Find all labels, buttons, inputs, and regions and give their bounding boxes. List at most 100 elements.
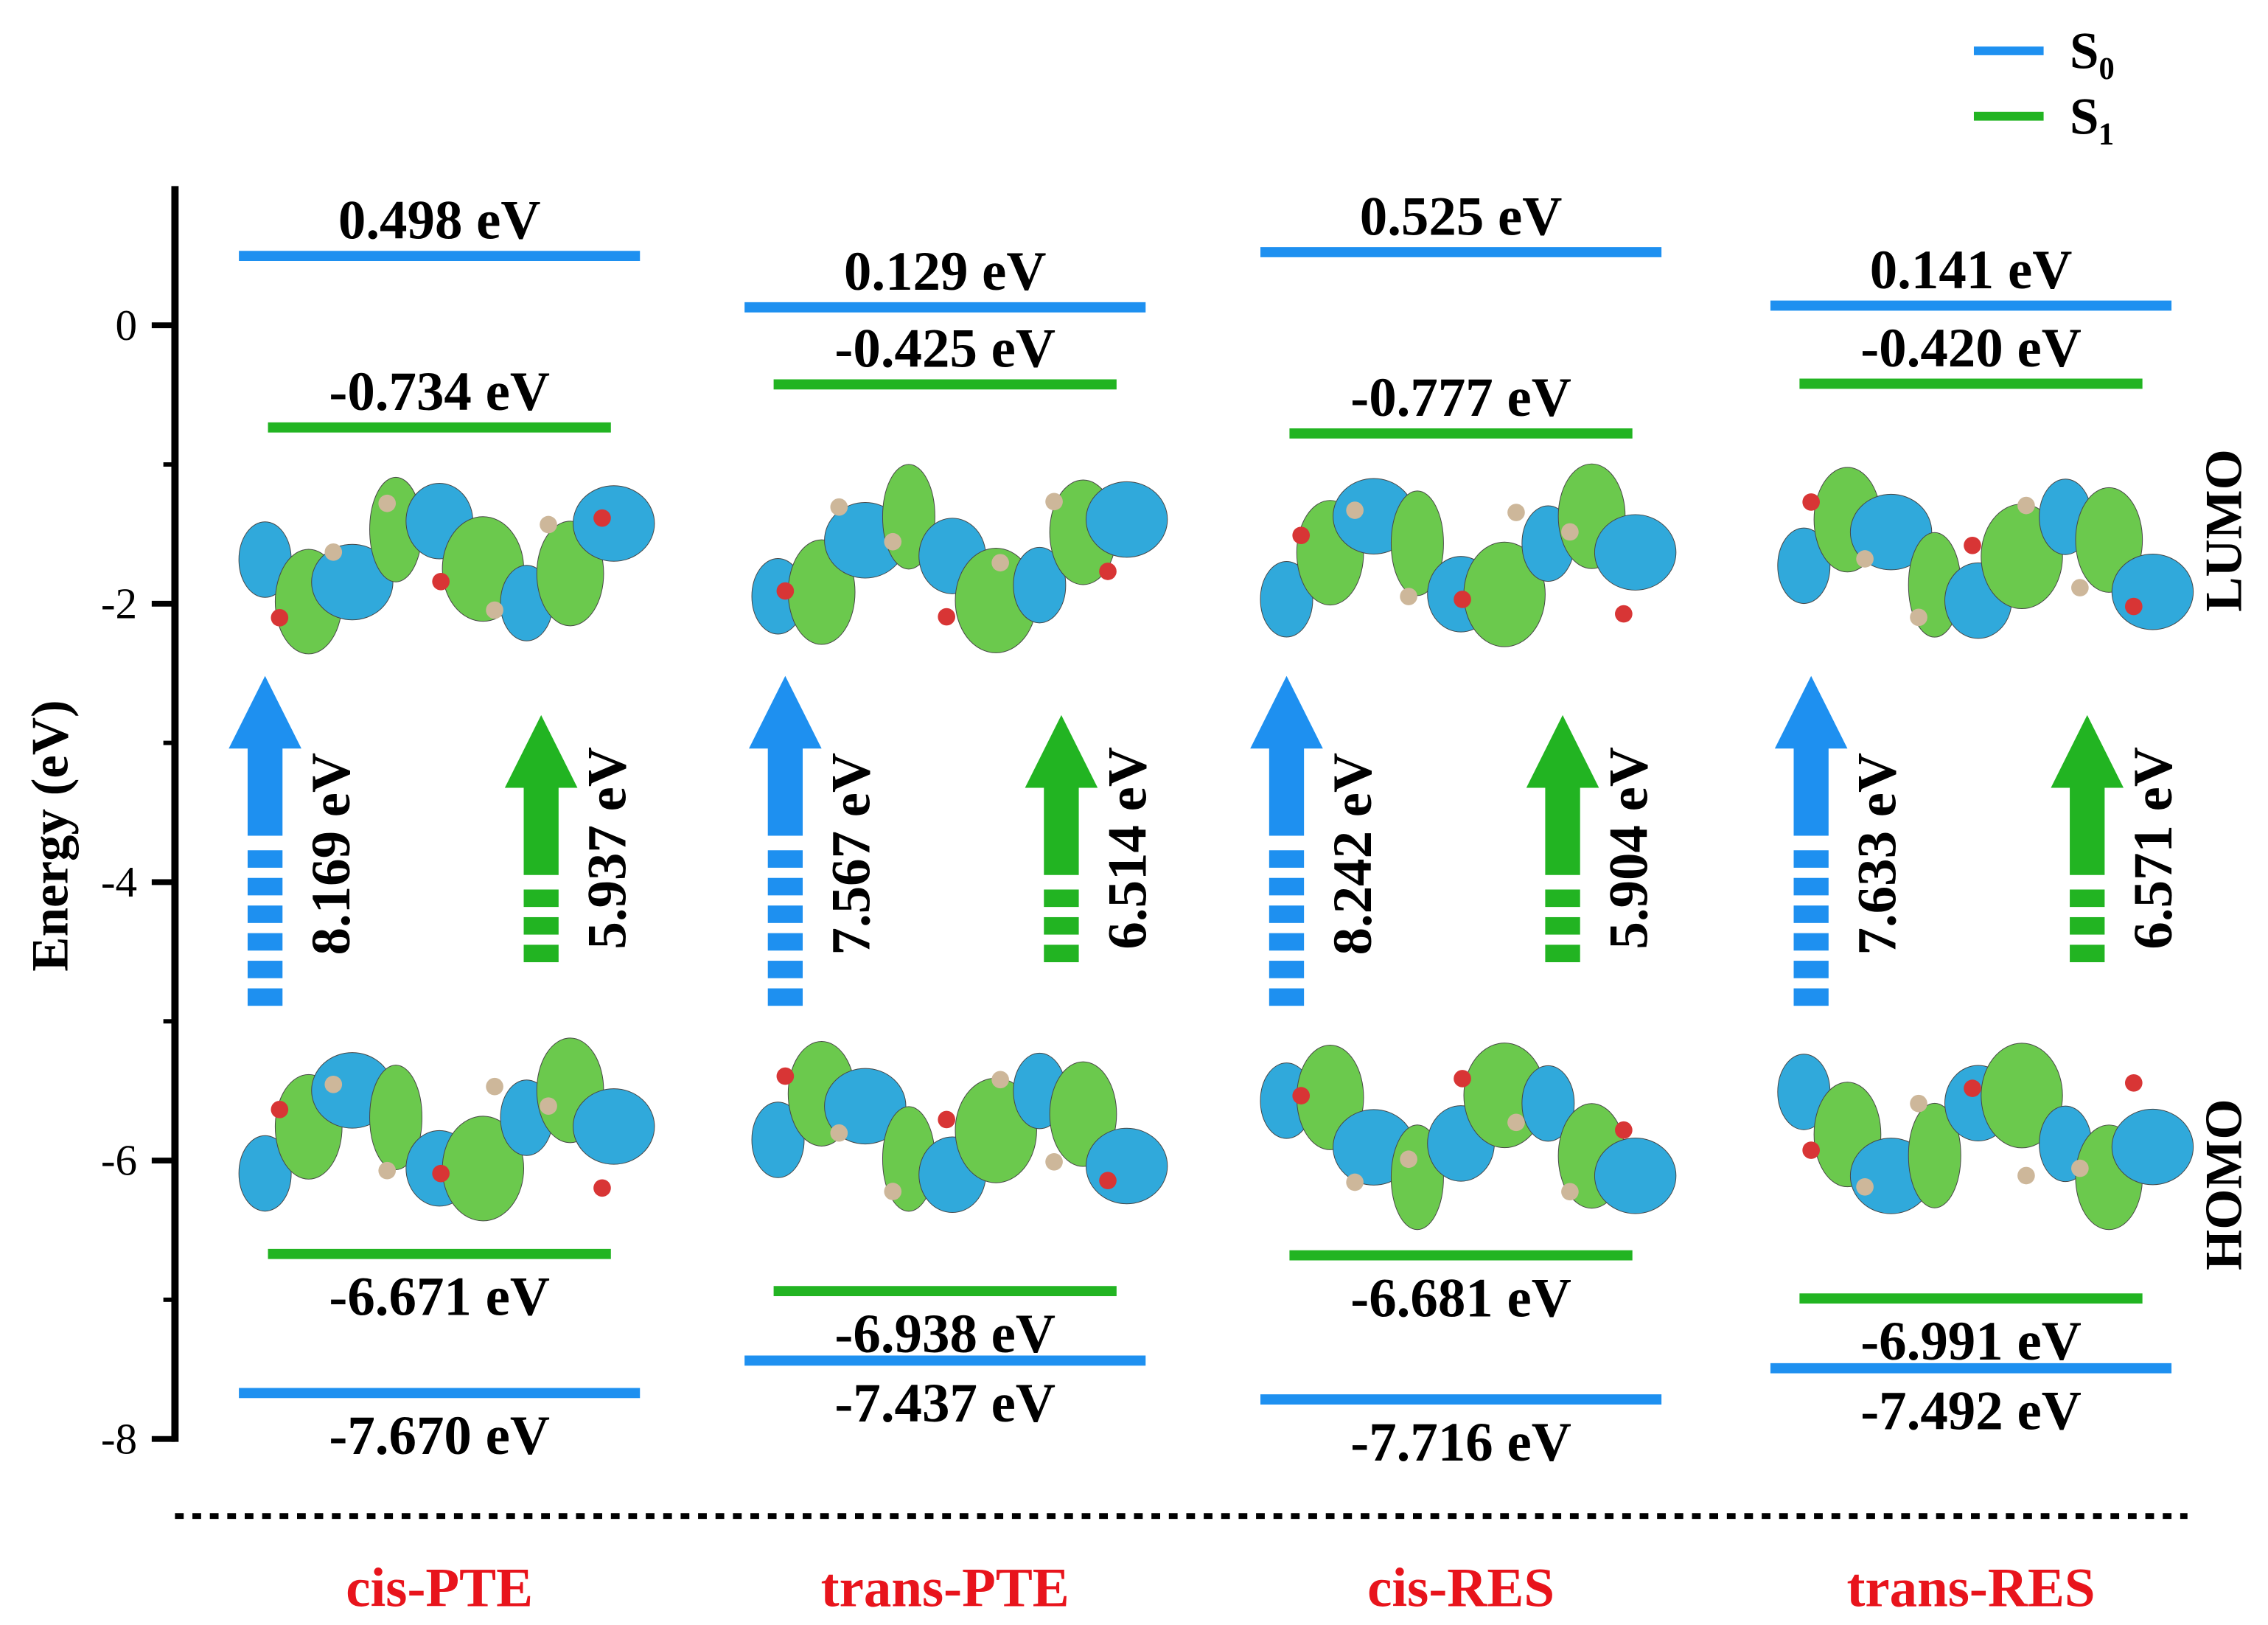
lumo-value-label: -0.777 eV — [1350, 367, 1571, 428]
atom — [2017, 496, 2035, 515]
atom — [1802, 1141, 1820, 1159]
homo-value-label: -7.492 eV — [1860, 1381, 2082, 1442]
orbital-lobe — [1908, 1102, 1961, 1208]
y-tick-label: -6 — [101, 1136, 137, 1185]
arrow-head — [2051, 714, 2124, 875]
orbital-lobe — [1085, 481, 1168, 558]
gap-label: 7.567 eV — [821, 753, 882, 956]
arrow-head — [1250, 675, 1323, 836]
y-tick-label: -2 — [101, 579, 137, 627]
atom — [1454, 1070, 1471, 1088]
orbital-lobe — [824, 1068, 907, 1145]
arrow-dash — [247, 850, 283, 868]
gap-label: 5.904 eV — [1598, 747, 1659, 950]
arrow-dash — [1269, 905, 1305, 923]
transition-arrow — [749, 675, 822, 1006]
atom — [540, 515, 557, 534]
arrow-dash — [1545, 916, 1580, 935]
category-label: trans-PTE — [821, 1557, 1070, 1618]
lumo-value-label: 0.525 eV — [1360, 186, 1563, 247]
arrow-dash — [523, 889, 559, 908]
atom — [1292, 1087, 1311, 1104]
lumo-value-label: -0.734 eV — [329, 361, 550, 422]
y-axis-label: Energy (eV) — [22, 700, 80, 971]
gap-label: 8.169 eV — [301, 753, 362, 956]
legend-label: S₀ — [2070, 23, 2115, 80]
homo-value-label: -6.938 eV — [834, 1304, 1056, 1365]
atom — [432, 572, 450, 591]
atom — [1964, 536, 1981, 554]
arrow-dash — [1044, 944, 1079, 963]
atom — [593, 509, 611, 527]
arrow-head — [749, 675, 822, 836]
arrow-head — [228, 675, 301, 836]
arrow-dash — [1793, 933, 1829, 951]
atom — [830, 1124, 848, 1142]
orbital-lobe — [1849, 493, 1933, 571]
arrow-dash — [1269, 988, 1305, 1006]
atom — [378, 1161, 397, 1180]
atom — [1400, 588, 1417, 605]
atom — [884, 1183, 902, 1200]
arrow-dash — [247, 988, 283, 1006]
transition-arrow — [1774, 675, 1848, 1006]
arrow-dash — [1793, 961, 1829, 978]
gap-label: 5.937 eV — [577, 747, 638, 950]
orbital-lobe — [1013, 546, 1067, 624]
homo-value-label: -7.437 eV — [834, 1373, 1056, 1434]
atom — [938, 1110, 956, 1129]
transition-arrow — [1526, 714, 1599, 963]
orbital-lobe — [573, 485, 655, 562]
arrow-dash — [1545, 944, 1580, 963]
transition-arrow — [228, 675, 301, 1006]
atom — [1856, 1177, 1874, 1196]
arrow-dash — [1269, 850, 1305, 868]
atom — [2124, 597, 2143, 616]
arrow-dash — [2070, 889, 2105, 908]
gap-label: 6.514 eV — [1097, 747, 1158, 950]
arrow-head — [504, 714, 578, 875]
gap-label: 7.633 eV — [1847, 753, 1908, 956]
gap-label: 6.571 eV — [2123, 747, 2184, 950]
atom — [2017, 1166, 2035, 1185]
homo-value-label: -6.671 eV — [329, 1267, 550, 1328]
atom — [991, 554, 1009, 572]
atom — [1964, 1079, 1981, 1097]
y-tick-label: -4 — [101, 857, 137, 906]
arrow-dash — [1793, 905, 1829, 923]
atom — [324, 543, 343, 561]
atom — [1507, 504, 1525, 521]
arrow-dash — [767, 961, 803, 978]
orbital-lobe — [1981, 1043, 2063, 1149]
arrow-dash — [523, 916, 559, 935]
transition-arrow — [2051, 714, 2124, 963]
atom — [2071, 1159, 2089, 1177]
orbital-picture — [751, 464, 1168, 653]
atom — [271, 609, 289, 627]
arrow-dash — [247, 961, 283, 978]
arrow-dash — [2070, 916, 2105, 935]
atom — [1346, 1173, 1364, 1191]
orbital-picture — [1260, 463, 1677, 647]
orbital-picture — [751, 1041, 1168, 1214]
category-label: cis-PTE — [346, 1557, 533, 1618]
atom — [2124, 1074, 2143, 1092]
atom — [1292, 526, 1311, 544]
arrow-dash — [767, 905, 803, 923]
homo-value-label: -6.991 eV — [1860, 1311, 2082, 1372]
arrow-dash — [1269, 877, 1305, 896]
atom — [1615, 1121, 1633, 1139]
atom — [884, 532, 902, 551]
transition-arrow — [1250, 675, 1323, 1006]
gap-label: 8.242 eV — [1322, 753, 1384, 956]
orbital-lobe — [1594, 1138, 1677, 1214]
orbital-picture — [1777, 467, 2194, 639]
category-label: cis-RES — [1367, 1557, 1555, 1618]
orbital-lobe — [238, 1135, 292, 1212]
atom — [1507, 1113, 1525, 1132]
arrow-dash — [247, 933, 283, 951]
arrow-dash — [767, 850, 803, 868]
orbital-lobe — [1594, 514, 1677, 591]
atom — [324, 1075, 343, 1093]
